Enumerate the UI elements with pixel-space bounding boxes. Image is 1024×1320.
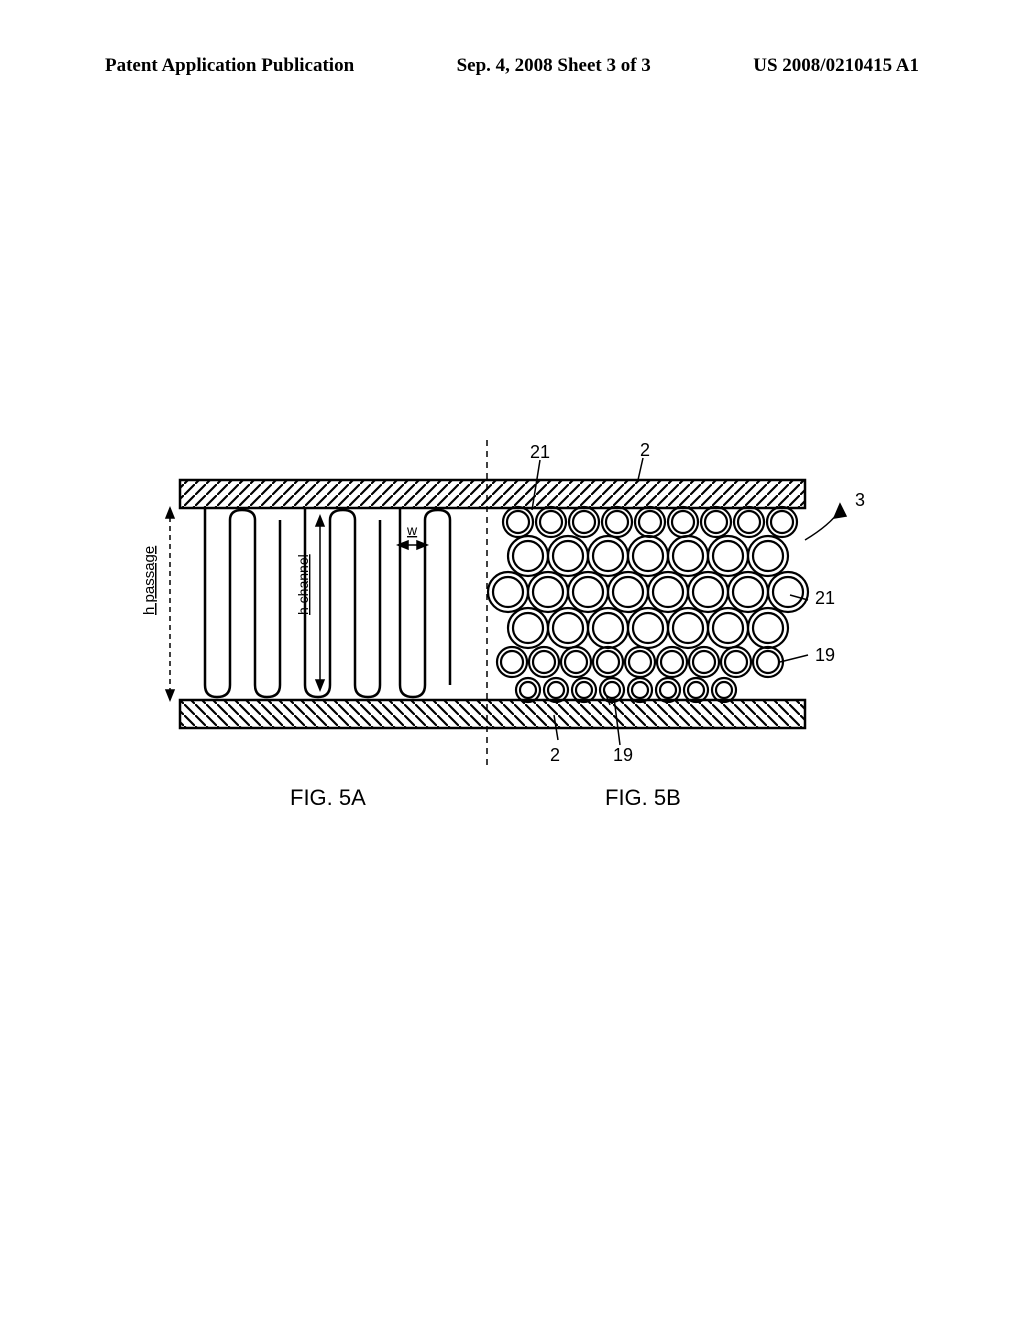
bottom-plate xyxy=(180,700,805,728)
ref-19-bottom: 19 xyxy=(613,745,633,766)
h-channel-dim xyxy=(316,516,324,690)
header-right: US 2008/0210415 A1 xyxy=(753,55,919,77)
page-header: Patent Application Publication Sep. 4, 2… xyxy=(0,55,1024,77)
fig-5b-label: FIG. 5B xyxy=(605,785,681,811)
ref-2-bottom: 2 xyxy=(550,745,560,766)
ref-3: 3 xyxy=(855,490,865,511)
top-plate xyxy=(180,480,805,508)
w-dim xyxy=(398,541,427,549)
header-center: Sep. 4, 2008 Sheet 3 of 3 xyxy=(457,55,651,77)
fig5b-circles xyxy=(488,507,808,702)
figure-5: h passage h channel w xyxy=(140,440,860,800)
figure-svg: h passage h channel w xyxy=(140,440,860,800)
ref-21-right: 21 xyxy=(815,588,835,609)
ref-2-top: 2 xyxy=(640,440,650,461)
fig-5a-label: FIG. 5A xyxy=(290,785,366,811)
ref-21-top: 21 xyxy=(530,442,550,463)
h-passage-label: h passage xyxy=(141,546,158,615)
h-channel-label: h channel xyxy=(295,554,311,615)
header-left: Patent Application Publication xyxy=(105,55,354,77)
w-label: w xyxy=(406,522,418,538)
h-passage-dim xyxy=(166,508,174,700)
ref-19-right: 19 xyxy=(815,645,835,666)
